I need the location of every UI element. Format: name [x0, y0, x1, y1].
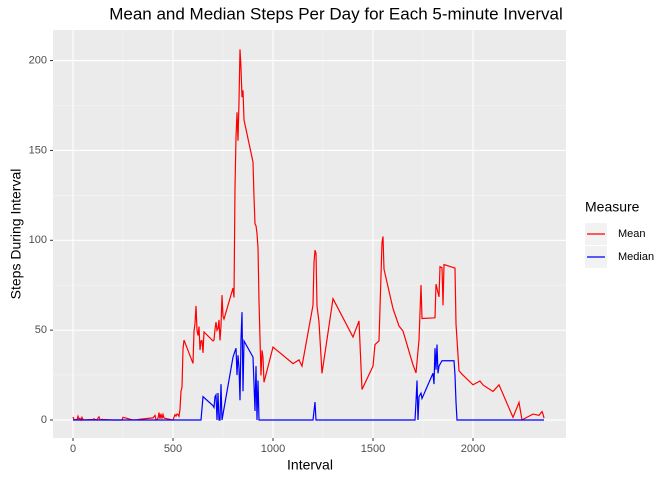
y-tick-label: 0 — [41, 414, 47, 426]
y-tick-label: 100 — [29, 234, 47, 246]
series-line — [73, 312, 544, 421]
legend-title: Measure — [585, 199, 640, 215]
legend-label: Median — [618, 251, 654, 263]
chart-title: Mean and Median Steps Per Day for Each 5… — [109, 4, 563, 23]
series-line — [72, 49, 545, 422]
x-tick-label: 1500 — [361, 443, 385, 455]
panel — [53, 30, 566, 438]
y-tick-label: 50 — [35, 324, 47, 336]
x-tick-label: 0 — [70, 443, 76, 455]
y-tick-label: 150 — [29, 144, 47, 156]
x-axis-label: Interval — [287, 457, 333, 473]
x-tick-label: 500 — [164, 443, 182, 455]
y-axis-label: Steps During Interval — [8, 169, 24, 300]
x-tick-label: 2000 — [461, 443, 485, 455]
legend-label: Mean — [618, 228, 646, 240]
x-tick-label: 1000 — [261, 443, 285, 455]
y-tick-label: 200 — [29, 54, 47, 66]
